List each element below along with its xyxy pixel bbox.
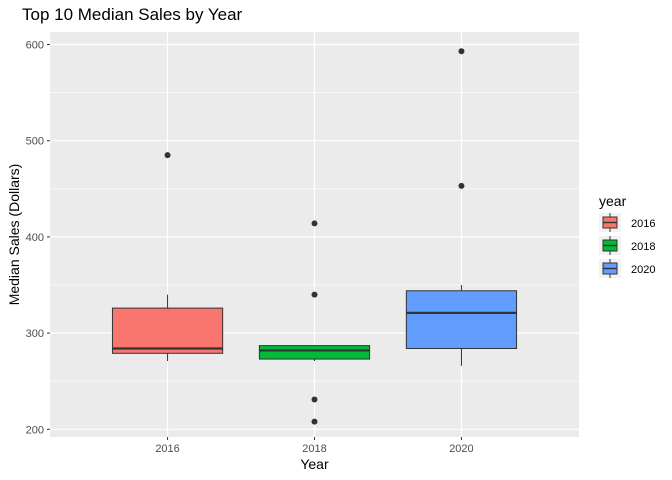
- outlier-point: [311, 220, 318, 227]
- y-tick-label: 300: [26, 328, 44, 340]
- legend-item-2020: 2020: [599, 259, 655, 278]
- box-2020: [405, 48, 518, 366]
- box-iqr: [405, 290, 518, 349]
- outlier-point: [164, 152, 171, 159]
- legend-label: 2016: [631, 218, 655, 230]
- legend: year 2016 2018 2020: [599, 193, 655, 278]
- box-iqr: [258, 345, 371, 360]
- legend-title: year: [599, 193, 627, 209]
- legend-item-2016: 2016: [599, 213, 655, 232]
- y-tick-label: 600: [26, 40, 44, 52]
- x-tick-label: 2016: [155, 443, 179, 455]
- outlier-point: [311, 418, 318, 425]
- outlier-point: [311, 396, 318, 403]
- box-2018: [258, 220, 371, 425]
- y-tick-label: 400: [26, 232, 44, 244]
- outlier-point: [311, 291, 318, 298]
- y-axis-ticks: 200 300 400 500 600: [26, 40, 50, 436]
- legend-item-2018: 2018: [599, 236, 655, 255]
- box-iqr: [111, 307, 224, 354]
- outlier-point: [458, 182, 465, 189]
- y-axis-title: Median Sales (Dollars): [6, 164, 22, 306]
- y-tick-label: 200: [26, 424, 44, 436]
- major-gridlines: [50, 32, 579, 437]
- x-axis-title: Year: [300, 456, 329, 472]
- x-tick-label: 2018: [302, 443, 326, 455]
- box-series: [111, 48, 518, 425]
- y-tick-label: 500: [26, 136, 44, 148]
- outlier-point: [458, 48, 465, 55]
- box-2016: [111, 152, 224, 362]
- x-tick-label: 2020: [449, 443, 473, 455]
- legend-label: 2020: [631, 264, 655, 276]
- x-axis-ticks: 2016 2018 2020: [155, 437, 474, 455]
- legend-label: 2018: [631, 241, 655, 253]
- chart-title: Top 10 Median Sales by Year: [22, 5, 243, 24]
